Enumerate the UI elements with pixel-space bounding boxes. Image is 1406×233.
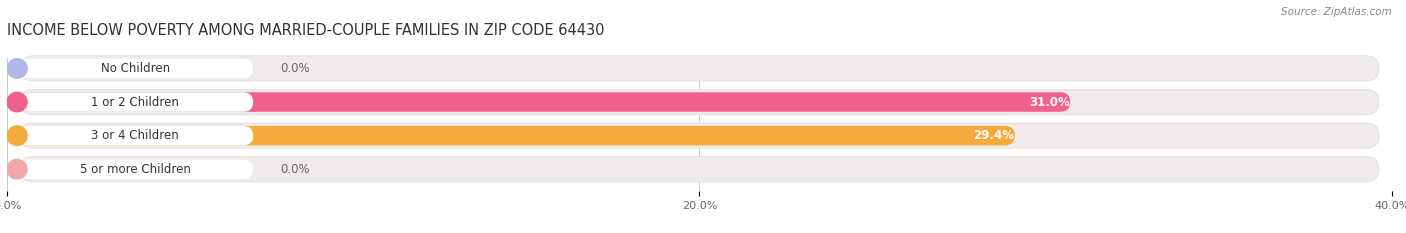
- FancyBboxPatch shape: [20, 56, 1379, 81]
- Text: 31.0%: 31.0%: [1029, 96, 1070, 109]
- Text: 5 or more Children: 5 or more Children: [80, 163, 191, 176]
- FancyBboxPatch shape: [20, 157, 1379, 182]
- Circle shape: [7, 92, 27, 112]
- FancyBboxPatch shape: [17, 59, 253, 78]
- FancyBboxPatch shape: [20, 123, 1379, 148]
- FancyBboxPatch shape: [17, 159, 253, 179]
- Text: 0.0%: 0.0%: [281, 163, 311, 176]
- FancyBboxPatch shape: [17, 126, 253, 145]
- Text: 1 or 2 Children: 1 or 2 Children: [91, 96, 179, 109]
- FancyBboxPatch shape: [20, 89, 1379, 115]
- Text: INCOME BELOW POVERTY AMONG MARRIED-COUPLE FAMILIES IN ZIP CODE 64430: INCOME BELOW POVERTY AMONG MARRIED-COUPL…: [7, 24, 605, 38]
- Circle shape: [7, 59, 27, 78]
- Circle shape: [7, 126, 27, 145]
- FancyBboxPatch shape: [17, 92, 253, 112]
- Text: 29.4%: 29.4%: [973, 129, 1015, 142]
- Text: Source: ZipAtlas.com: Source: ZipAtlas.com: [1281, 7, 1392, 17]
- Text: 3 or 4 Children: 3 or 4 Children: [91, 129, 179, 142]
- Text: 0.0%: 0.0%: [281, 62, 311, 75]
- FancyBboxPatch shape: [17, 126, 1015, 145]
- Text: No Children: No Children: [101, 62, 170, 75]
- Circle shape: [7, 159, 27, 179]
- FancyBboxPatch shape: [17, 92, 1070, 112]
